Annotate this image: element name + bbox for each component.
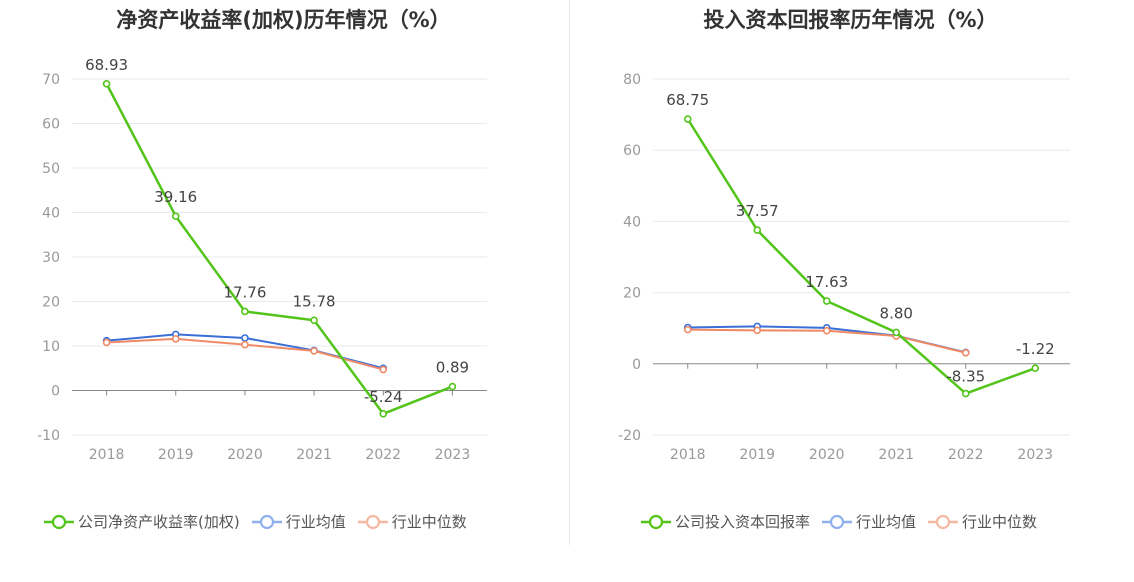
data-label: 0.89: [436, 359, 469, 377]
legend-item[interactable]: 行业中位数: [357, 511, 467, 532]
data-point: [822, 297, 831, 305]
data-label: 17.63: [805, 273, 848, 291]
legend-item[interactable]: 行业均值: [251, 511, 346, 532]
data-point: [379, 365, 388, 374]
chart-title: 净资产收益率(加权)历年情况（%）: [116, 8, 451, 32]
data-point: [1031, 364, 1040, 372]
x-tick-label: 2022: [948, 447, 984, 463]
x-tick-label: 2018: [670, 447, 706, 463]
legend-item[interactable]: 公司净资产收益率(加权): [44, 511, 240, 532]
x-tick-label: 2022: [365, 447, 401, 463]
legend-marker-icon: [928, 514, 959, 529]
x-tick-label: 2021: [296, 447, 332, 463]
x-tick-label: 2019: [739, 447, 775, 463]
legend-circle: [259, 514, 274, 529]
data-point: [241, 340, 249, 349]
y-tick-label: 60: [42, 117, 60, 133]
data-label: 39.16: [154, 188, 197, 206]
x-tick-label: 2020: [227, 447, 263, 463]
data-point: [171, 212, 180, 221]
y-tick-label: 40: [42, 206, 60, 222]
x-tick-label: 2023: [435, 447, 471, 463]
legend-item[interactable]: 行业均值: [822, 511, 916, 532]
legend-circle: [935, 514, 951, 529]
data-label: -5.24: [364, 388, 403, 406]
chart-title: 投入资本回报率历年情况（%）: [703, 8, 998, 32]
legend-label: 公司投入资本回报率: [675, 513, 811, 531]
roe-plot: -10 0 10 20 30 40 50 60 70 2018 2019 2020 2021 2022 20…: [37, 56, 487, 463]
data-point: [961, 389, 970, 398]
legend-circle: [829, 514, 845, 529]
legend-marker-icon: [357, 514, 388, 529]
divider: [569, 0, 570, 545]
data-point: [241, 334, 249, 342]
data-point: [241, 307, 249, 316]
legend-item[interactable]: 行业中位数: [928, 511, 1037, 532]
data-point: [102, 338, 111, 347]
data-label: 68.93: [85, 56, 128, 74]
legend-label: 行业均值: [856, 513, 917, 531]
y-tick-label: 50: [42, 161, 60, 177]
x-tick-label: 2018: [89, 447, 125, 463]
y-tick-label: 0: [51, 384, 60, 400]
data-label: -1.22: [1016, 340, 1055, 358]
series-line: [686, 118, 1036, 395]
data-label: 8.80: [880, 304, 913, 322]
legend-circle: [648, 514, 664, 529]
data-point: [753, 326, 762, 335]
data-label: 15.78: [293, 292, 336, 310]
x-tick-label: 2023: [1017, 447, 1053, 463]
data-label: 68.75: [666, 91, 709, 109]
y-tick-label: 0: [632, 357, 641, 373]
data-label: 37.57: [736, 202, 779, 220]
legend-marker-icon: [822, 514, 853, 529]
series-line: [105, 83, 453, 416]
legend-label: 行业均值: [285, 513, 346, 531]
chart-roe: 净资产收益率(加权)历年情况（%） -10 0 10 20 30 40 50 60 70 2018…: [37, 8, 487, 534]
data-point: [102, 79, 111, 88]
legend-label: 行业中位数: [391, 513, 467, 531]
legend-item[interactable]: 公司投入资本回报率: [641, 511, 810, 532]
data-point: [892, 328, 901, 337]
data-point: [171, 335, 180, 343]
x-tick-label: 2021: [878, 447, 914, 463]
data-label: 17.76: [223, 283, 266, 301]
legend-circle: [51, 514, 67, 529]
y-tick-label: -20: [618, 428, 641, 444]
y-tick-label: 80: [623, 72, 641, 88]
legend-marker-icon: [641, 514, 671, 529]
roic-plot: -20 0 20 40 60 80 2018 2019 2020 2021 2022 2023 68.7…: [618, 72, 1070, 463]
data-point: [961, 348, 970, 357]
data-point: [683, 115, 692, 123]
y-tick-label: 10: [42, 339, 60, 355]
data-point: [753, 226, 762, 234]
data-point: [310, 347, 318, 355]
y-tick-label: 60: [623, 143, 641, 159]
legend: 公司净资产收益率(加权) 行业均值 行业中位数: [44, 511, 479, 534]
y-tick-label: 40: [623, 214, 641, 230]
chart-roic: 投入资本回报率历年情况（%） -20 0 20 40 60 80 2018 2019 2020 2…: [567, 0, 1134, 582]
y-tick-label: 30: [42, 250, 60, 266]
data-point: [448, 382, 457, 391]
x-tick-label: 2019: [158, 447, 194, 463]
legend-marker-icon: [44, 514, 74, 529]
y-tick-label: 20: [42, 295, 60, 311]
data-point: [822, 326, 831, 335]
data-label: -8.35: [946, 368, 985, 386]
y-tick-label: -10: [37, 428, 60, 444]
y-tick-label: 70: [42, 72, 60, 88]
data-point: [310, 316, 318, 325]
legend-label: 行业中位数: [962, 513, 1038, 531]
data-point: [683, 325, 692, 334]
x-tick-label: 2020: [809, 447, 845, 463]
y-tick-label: 20: [623, 286, 641, 302]
legend-label: 公司净资产收益率(加权): [78, 513, 240, 531]
legend-circle: [365, 514, 380, 529]
data-point: [379, 410, 388, 418]
legend: 公司投入资本回报率 行业均值 行业中位数: [641, 511, 1049, 534]
legend-marker-icon: [251, 514, 282, 529]
